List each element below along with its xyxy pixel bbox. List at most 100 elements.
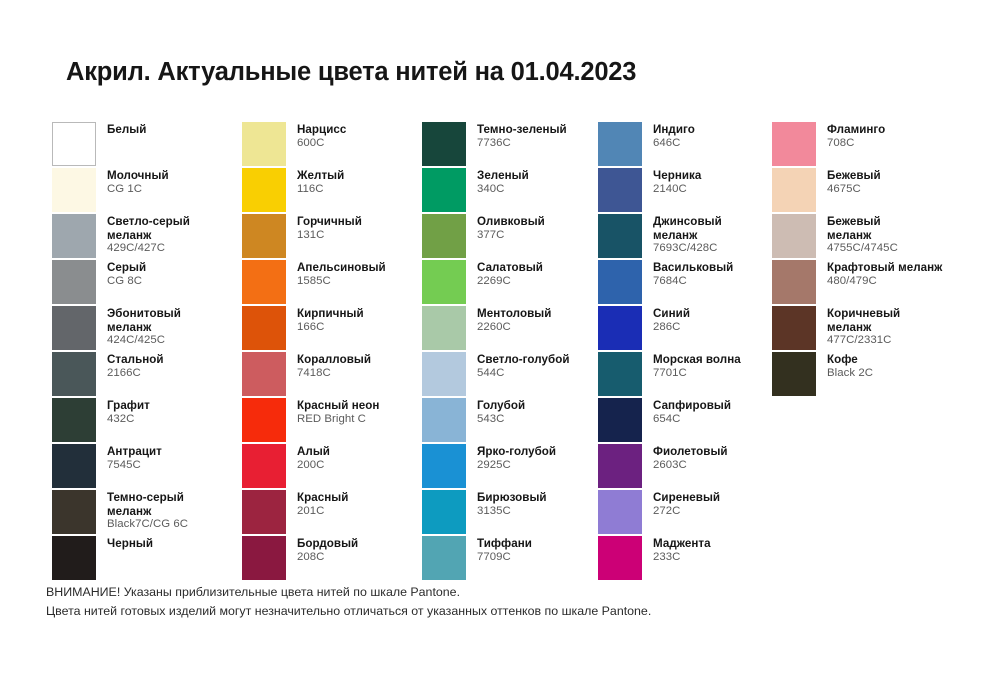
color-code: RED Bright C [297,412,366,425]
swatch-row[interactable]: Васильковый 7684C [598,260,772,306]
swatch-row[interactable]: Эбонитовый меланж 424C/425C [52,306,242,352]
color-chip[interactable] [422,122,466,166]
swatch-labels: Маджента 233C [653,536,711,564]
swatch-row[interactable]: Бирюзовый 3135C [422,490,598,536]
swatch-row[interactable]: Бежевый меланж 4755C/4745C [772,214,972,260]
swatch-row[interactable]: Графит 432C [52,398,242,444]
swatch-row[interactable]: Коричневый меланж 477C/2331C [772,306,972,352]
swatch-row[interactable]: Коралловый 7418C [242,352,422,398]
color-chip[interactable] [598,168,642,212]
swatch-row[interactable]: Черника 2140C [598,168,772,214]
color-name-line2: меланж [107,228,152,242]
color-chip[interactable] [598,122,642,166]
swatch-row[interactable]: Антрацит 7545C [52,444,242,490]
swatch-row[interactable]: Сапфировый 654C [598,398,772,444]
color-chip[interactable] [242,352,286,396]
color-chip[interactable] [52,306,96,350]
color-chip[interactable] [422,444,466,488]
swatch-row[interactable]: Светло-серый меланж 429C/427C [52,214,242,260]
color-chip[interactable] [772,352,816,396]
color-chip[interactable] [242,490,286,534]
swatch-row[interactable]: Ярко-голубой 2925C [422,444,598,490]
color-chip[interactable] [422,306,466,350]
swatch-row[interactable]: Джинсовый меланж 7693C/428C [598,214,772,260]
color-chip[interactable] [598,398,642,442]
swatch-row[interactable]: Маджента 233C [598,536,772,582]
color-chip[interactable] [52,260,96,304]
color-name: Кофе [827,353,858,366]
color-code: 543C [477,412,505,425]
color-chip[interactable] [242,214,286,258]
color-chip[interactable] [242,168,286,212]
color-chip[interactable] [52,536,96,580]
swatch-row[interactable]: Салатовый 2269C [422,260,598,306]
color-chip[interactable] [772,168,816,212]
swatch-row[interactable]: Темно-серый меланж Black7C/CG 6C [52,490,242,536]
swatch-row[interactable]: Сиреневый 272C [598,490,772,536]
color-chip[interactable] [598,214,642,258]
color-chip[interactable] [772,260,816,304]
color-chip[interactable] [52,490,96,534]
swatch-row[interactable]: Стальной 2166C [52,352,242,398]
color-name: Горчичный [297,215,362,228]
swatch-row[interactable]: Оливковый 377C [422,214,598,260]
swatch-row[interactable]: Ментоловый 2260C [422,306,598,352]
swatch-row[interactable]: Фиолетовый 2603C [598,444,772,490]
color-chip[interactable] [422,352,466,396]
color-chip[interactable] [598,306,642,350]
color-chip[interactable] [52,168,96,212]
swatch-row[interactable]: Кирпичный 166C [242,306,422,352]
color-chip[interactable] [422,490,466,534]
swatch-row[interactable]: Красный 201C [242,490,422,536]
color-chip[interactable] [772,306,816,350]
color-chip[interactable] [598,490,642,534]
color-chip[interactable] [242,260,286,304]
swatch-row[interactable]: Индиго 646C [598,122,772,168]
color-chip[interactable] [422,536,466,580]
swatch-row[interactable]: Черный [52,536,242,582]
swatch-row[interactable]: Темно-зеленый 7736C [422,122,598,168]
swatch-row[interactable]: Голубой 543C [422,398,598,444]
color-chip[interactable] [598,352,642,396]
swatch-row[interactable]: Крафтовый меланж 480/479C [772,260,972,306]
color-chip[interactable] [52,214,96,258]
color-chip[interactable] [598,536,642,580]
swatch-row[interactable]: Светло-голубой 544C [422,352,598,398]
color-chip[interactable] [52,122,96,166]
swatch-row[interactable]: Фламинго 708C [772,122,972,168]
swatch-row[interactable]: Зеленый 340C [422,168,598,214]
color-chip[interactable] [598,444,642,488]
color-chip[interactable] [422,214,466,258]
disclaimer-line-1: ВНИМАНИЕ! Указаны приблизительные цвета … [46,585,461,599]
swatch-row[interactable]: Бордовый 208C [242,536,422,582]
color-chip[interactable] [52,352,96,396]
color-chip[interactable] [772,122,816,166]
color-chip[interactable] [52,398,96,442]
swatch-row[interactable]: Красный неон RED Bright C [242,398,422,444]
swatch-row[interactable]: Желтый 116C [242,168,422,214]
swatch-row[interactable]: Алый 200C [242,444,422,490]
color-chip[interactable] [242,444,286,488]
swatch-row[interactable]: Молочный CG 1C [52,168,242,214]
swatch-row[interactable]: Горчичный 131C [242,214,422,260]
color-chip[interactable] [422,168,466,212]
swatch-row[interactable]: Нарцисс 600C [242,122,422,168]
swatch-row[interactable]: Бежевый 4675C [772,168,972,214]
swatch-row[interactable]: Кофе Black 2C [772,352,972,398]
swatch-row[interactable]: Апельсиновый 1585C [242,260,422,306]
swatch-row[interactable]: Серый CG 8C [52,260,242,306]
swatch-row[interactable]: Синий 286C [598,306,772,352]
color-chip[interactable] [242,306,286,350]
color-chip[interactable] [52,444,96,488]
swatch-row[interactable]: Белый [52,122,242,168]
color-chip[interactable] [772,214,816,258]
swatch-row[interactable]: Морская волна 7701C [598,352,772,398]
color-chip[interactable] [598,260,642,304]
color-chip[interactable] [422,260,466,304]
swatch-row[interactable]: Тиффани 7709C [422,536,598,582]
color-chip[interactable] [242,122,286,166]
color-chip[interactable] [422,398,466,442]
color-chip[interactable] [242,398,286,442]
color-chip[interactable] [242,536,286,580]
color-name: Оливковый [477,215,545,228]
